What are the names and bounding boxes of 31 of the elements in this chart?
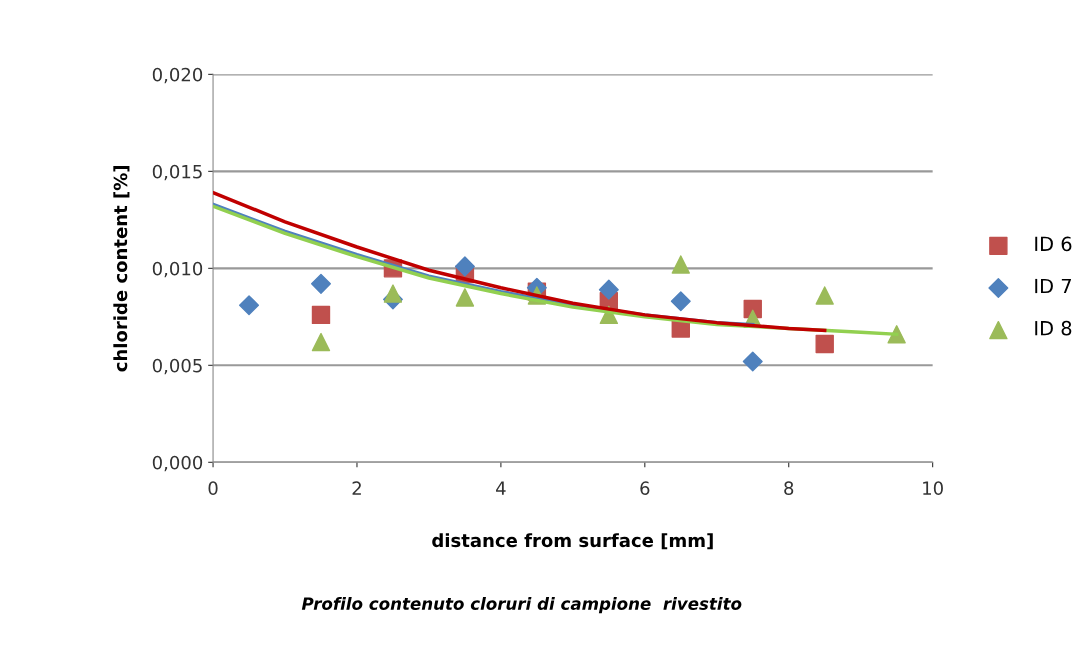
y-tick-label: 0,000 [152, 455, 203, 472]
legend-label: ID 8 [1035, 320, 1072, 336]
legend-label: ID 7 [1035, 278, 1071, 294]
y-tick-label: 0,015 [152, 164, 202, 181]
point [383, 284, 403, 303]
x-tick-label: 2 [352, 481, 361, 495]
point [815, 334, 834, 354]
text: Profilo contenuto cloruri di campione rivestito [301, 597, 742, 614]
x-tick-label: 0 [208, 481, 218, 496]
point [311, 305, 331, 325]
point [311, 332, 331, 352]
point [598, 279, 619, 300]
y-tick-label: 0,005 [152, 358, 202, 375]
point [671, 255, 690, 274]
point [239, 295, 260, 316]
x-tick-label: 10 [923, 481, 943, 496]
point [310, 273, 332, 294]
y-axis-title: chloride content [%] [113, 165, 130, 372]
y-tick-label: 0,010 [152, 261, 203, 278]
x-tick-label: 4 [496, 481, 506, 495]
x-tick-label: 8 [784, 481, 794, 496]
x-tick-label: 6 [640, 481, 650, 496]
point [454, 256, 475, 277]
x-axis-title: distance from surface [mm] [432, 533, 713, 550]
point [455, 288, 475, 307]
line-series [213, 190, 827, 333]
y-tick-label: 0,020 [152, 67, 203, 84]
legend-label: ID 6 [1035, 236, 1072, 252]
point [742, 351, 763, 372]
point [670, 291, 691, 312]
point [815, 286, 834, 305]
